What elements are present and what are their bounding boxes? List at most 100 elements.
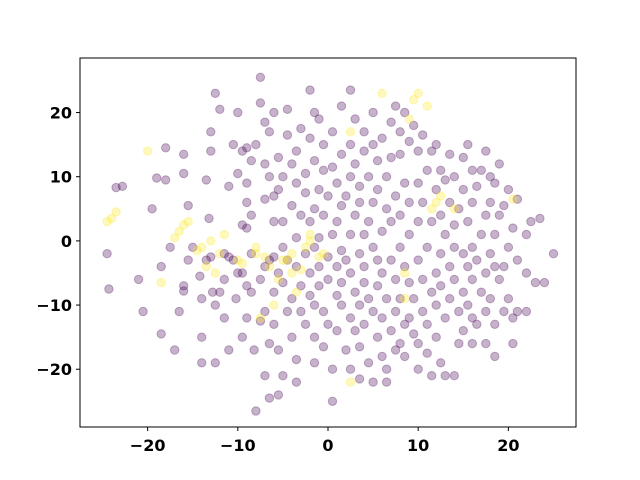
scatter-point-s0-36 <box>215 287 225 297</box>
scatter-point-s0-306 <box>476 229 486 240</box>
scatter-point-s0-97 <box>278 172 288 182</box>
scatter-point-s0-303 <box>472 319 482 329</box>
scatter-point-s0-125 <box>309 242 320 253</box>
scatter-point-s0-253 <box>422 242 432 253</box>
scatter-point-s1-21 <box>260 252 270 262</box>
scatter-point-s0-84 <box>269 319 279 329</box>
scatter-point-s0-235 <box>404 277 414 288</box>
scatter-point-s0-14 <box>174 306 184 317</box>
scatter-point-s1-8 <box>183 216 193 227</box>
scatter-point-s0-338 <box>521 229 532 240</box>
scatter-point-s0-308 <box>481 268 491 278</box>
scatter-point-s0-48 <box>233 168 243 179</box>
scatter-point-s0-68 <box>255 316 266 326</box>
scatter-point-s0-138 <box>318 342 329 352</box>
scatter-point-s0-55 <box>242 313 252 323</box>
scatter-point-s0-18 <box>179 149 189 160</box>
scatter-point-s0-287 <box>458 249 468 259</box>
scatter-point-s0-22 <box>195 271 205 281</box>
scatter-point-s0-256 <box>422 165 432 176</box>
scatter-point-s1-35 <box>318 249 329 259</box>
scatter-point-s0-120 <box>305 268 315 278</box>
scatter-point-s1-24 <box>273 274 284 285</box>
scatter-point-s0-189 <box>363 294 374 304</box>
scatter-point-s0-163 <box>341 345 351 355</box>
scatter-point-s0-339 <box>521 306 532 317</box>
scatter-point-s0-159 <box>336 200 347 211</box>
scatter-point-s0-152 <box>332 290 342 301</box>
scatter-point-s0-328 <box>503 242 514 253</box>
scatter-point-s0-223 <box>390 101 401 111</box>
scatter-point-s0-78 <box>264 338 275 349</box>
scatter-point-s0-118 <box>300 188 311 198</box>
scatter-point-s0-95 <box>278 371 288 381</box>
scatter-point-s0-251 <box>418 197 428 208</box>
scatter-point-s0-320 <box>490 229 500 240</box>
scatter-point-s0-230 <box>400 261 410 272</box>
scatter-point-s0-44 <box>228 255 239 265</box>
scatter-point-s0-61 <box>246 287 257 297</box>
scatter-point-s0-131 <box>309 107 320 118</box>
scatter-point-s0-13 <box>170 345 180 355</box>
scatter-point-s0-72 <box>260 306 270 317</box>
scatter-point-s0-307 <box>476 165 486 176</box>
scatter-point-s0-315 <box>485 197 495 208</box>
scatter-point-s0-234 <box>400 107 410 118</box>
scatter-point-s0-27 <box>201 175 212 185</box>
scatter-point-s1-25 <box>278 255 288 265</box>
scatter-point-s0-67 <box>255 274 266 285</box>
scatter-point-s0-154 <box>332 216 342 227</box>
scatter-point-s0-206 <box>377 351 387 362</box>
scatter-point-s0-330 <box>503 184 514 195</box>
scatter-point-s0-203 <box>372 156 383 166</box>
scatter-point-s0-241 <box>409 329 419 339</box>
scatter-point-s0-208 <box>377 133 387 143</box>
scatter-point-s1-32 <box>305 236 315 246</box>
scatter-point-s0-80 <box>264 172 275 182</box>
scatter-point-s0-255 <box>422 348 432 358</box>
scatter-point-s0-317 <box>490 261 500 272</box>
scatter-point-s0-324 <box>494 159 504 169</box>
scatter-point-s1-39 <box>400 268 410 278</box>
scatter-point-s0-132 <box>314 261 324 272</box>
scatter-point-s0-145 <box>323 191 333 201</box>
scatter-point-s0-58 <box>242 178 252 188</box>
scatter-point-s0-204 <box>377 268 387 278</box>
scatter-point-s0-37 <box>215 104 225 115</box>
scatter-point-s0-91 <box>273 184 284 195</box>
scatter-point-s0-270 <box>436 165 446 176</box>
scatter-point-s0-282 <box>449 220 459 230</box>
scatter-point-s0-20 <box>183 200 193 211</box>
scatter-point-s0-104 <box>287 200 297 211</box>
scatter-point-s0-344 <box>548 249 559 259</box>
scatter-point-s0-299 <box>467 338 477 349</box>
scatter-point-s0-302 <box>472 255 482 265</box>
scatter-point-s0-276 <box>445 294 455 304</box>
scatter-point-s0-233 <box>400 178 410 188</box>
scatter-point-s0-77 <box>264 255 275 265</box>
scatter-point-s0-108 <box>291 377 302 387</box>
scatter-point-s1-43 <box>413 88 423 99</box>
scatter-point-s0-231 <box>400 319 410 329</box>
scatter-point-s0-318 <box>490 319 500 329</box>
scatter-point-s0-45 <box>228 139 239 150</box>
scatter-point-s0-294 <box>463 216 473 227</box>
scatter-point-s0-109 <box>291 233 302 243</box>
scatter-point-s0-38 <box>219 249 230 259</box>
scatter-point-s0-74 <box>260 194 270 204</box>
scatter-point-s0-117 <box>300 319 311 329</box>
scatter-point-s0-331 <box>508 313 518 323</box>
scatter-point-s0-259 <box>427 216 437 227</box>
scatter-point-s0-177 <box>354 249 365 259</box>
scatter-point-s0-300 <box>467 197 477 208</box>
scatter-point-s0-2 <box>111 182 121 193</box>
scatter-point-s0-186 <box>359 229 369 240</box>
scatter-point-s0-337 <box>521 268 532 278</box>
x-tick-label: 0 <box>322 436 333 455</box>
scatter-point-s0-202 <box>372 184 383 195</box>
scatter-point-s0-179 <box>354 342 365 352</box>
scatter-point-s0-53 <box>237 146 248 156</box>
scatter-point-s0-286 <box>454 204 464 214</box>
scatter-point-s0-112 <box>296 281 306 291</box>
scatter-point-s0-116 <box>300 249 311 259</box>
